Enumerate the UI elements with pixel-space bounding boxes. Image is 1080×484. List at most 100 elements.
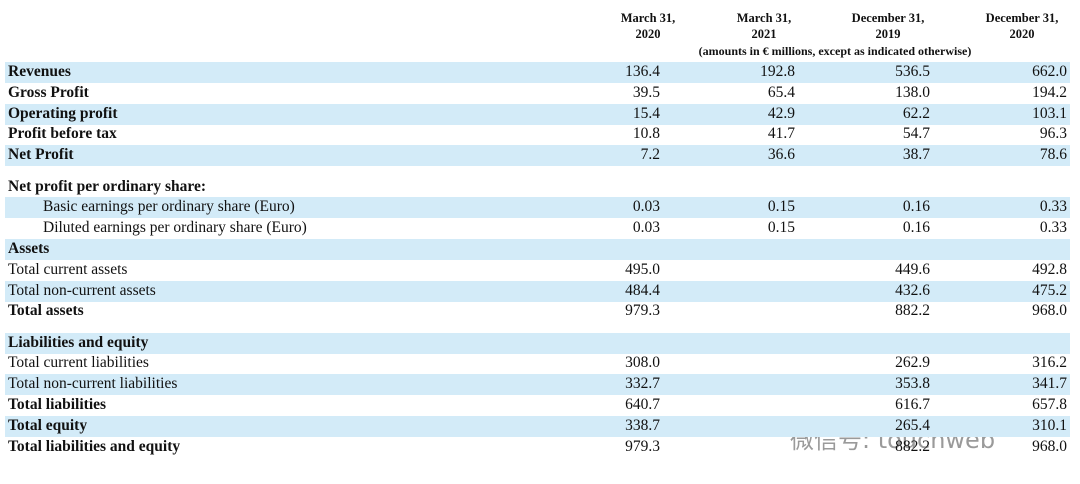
row-label: Total non-current assets	[8, 281, 156, 299]
row-label: Total assets	[8, 302, 84, 320]
cell-value: 449.6	[895, 260, 930, 278]
cell-value: 0.15	[767, 219, 795, 237]
cell-value: 308.0	[625, 354, 660, 372]
cell-value: 96.3	[1039, 125, 1067, 143]
row-label: Diluted earnings per ordinary share (Eur…	[43, 219, 307, 237]
table-row: Total liabilities and equity 979.3 882.2 96…	[5, 437, 1070, 458]
cell-value: 338.7	[625, 416, 660, 434]
cell-value: 353.8	[895, 375, 930, 393]
cell-value: 662.0	[1032, 63, 1067, 80]
cell-value: 262.9	[895, 354, 930, 372]
table-row: Assets	[5, 238, 1070, 260]
column-header: March 31, 2021	[699, 10, 829, 42]
table-row: Net Profit 7.2 36.6 38.7 78.6	[5, 145, 1070, 167]
table-row: Basic earnings per ordinary share (Euro)…	[5, 197, 1070, 219]
row-label: Total liabilities and equity	[8, 437, 181, 455]
cell-value: 495.0	[625, 260, 660, 278]
cell-value: 192.8	[760, 63, 795, 80]
row-label: Profit before tax	[8, 125, 117, 143]
cell-value: 36.6	[767, 146, 795, 164]
table-row: Total current assets 495.0 449.6 492.8	[5, 260, 1070, 281]
row-label: Gross Profit	[8, 83, 89, 101]
cell-value: 968.0	[1032, 437, 1067, 455]
cell-value: 310.1	[1032, 416, 1067, 434]
table-row: Total assets 979.3 882.2 968.0	[5, 301, 1070, 322]
row-label: Total current liabilities	[8, 354, 149, 372]
column-header-line: 2021	[751, 27, 777, 41]
cell-value: 78.6	[1039, 146, 1067, 164]
cell-value: 492.8	[1032, 260, 1067, 278]
cell-value: 0.15	[767, 198, 795, 216]
cell-value: 616.7	[895, 396, 930, 413]
cell-value: 0.03	[632, 219, 660, 237]
row-label: Basic earnings per ordinary share (Euro)	[43, 198, 295, 216]
table-row: Total non-current assets 484.4 432.6 475.2	[5, 280, 1070, 302]
cell-value: 432.6	[895, 281, 930, 299]
column-header: December 31, 2020	[957, 10, 1080, 42]
row-label: Total current assets	[8, 260, 128, 278]
cell-value: 979.3	[625, 302, 660, 320]
cell-value: 42.9	[767, 104, 795, 122]
row-label: Total equity	[8, 416, 88, 434]
column-header-line: March 31,	[736, 11, 792, 25]
cell-value: 341.7	[1032, 375, 1067, 393]
table-row: Net profit per ordinary share:	[5, 177, 1070, 198]
cell-value: 657.8	[1032, 396, 1067, 413]
table-row: Liabilities and equity	[5, 332, 1070, 354]
cell-value: 265.4	[895, 416, 930, 434]
cell-value: 10.8	[632, 125, 660, 143]
cell-value: 15.4	[632, 104, 660, 122]
table-row: Total non-current liabilities 332.7 353.8 3…	[5, 374, 1070, 396]
table-row: Gross Profit 39.5 65.4 138.0 194.2	[5, 83, 1070, 104]
cell-value: 65.4	[767, 83, 795, 101]
row-label: Assets	[8, 239, 50, 257]
table-row: Total liabilities 640.7 616.7 657.8	[5, 395, 1070, 416]
row-label: Net profit per ordinary share:	[8, 177, 207, 195]
cell-value: 979.3	[625, 437, 660, 455]
cell-value: 968.0	[1032, 302, 1067, 320]
table-row: Revenues 136.4 192.8 536.5 662.0	[5, 62, 1070, 83]
cell-value: 536.5	[895, 63, 930, 80]
column-header-line: 2020	[1009, 27, 1035, 41]
table-row: Profit before tax 10.8 41.7 54.7 96.3	[5, 124, 1070, 145]
cell-value: 62.2	[902, 104, 930, 122]
column-header-line: March 31,	[620, 11, 676, 25]
cell-value: 0.16	[902, 198, 930, 216]
column-header: December 31, 2019	[823, 10, 953, 42]
cell-value: 41.7	[767, 125, 795, 143]
column-header: March 31, 2020	[583, 10, 713, 42]
cell-value: 39.5	[632, 83, 660, 101]
cell-value: 54.7	[902, 125, 930, 143]
cell-value: 332.7	[625, 375, 660, 393]
cell-value: 0.16	[902, 219, 930, 237]
cell-value: 0.33	[1039, 219, 1067, 237]
column-header-line: December 31,	[985, 11, 1059, 25]
cell-value: 194.2	[1032, 83, 1067, 101]
table-row: Diluted earnings per ordinary share (Eur…	[5, 218, 1070, 239]
row-label: Net Profit	[8, 146, 74, 164]
cell-value: 0.03	[632, 198, 660, 216]
cell-value: 484.4	[625, 281, 660, 299]
column-header-line: 2020	[635, 27, 661, 41]
table-row: Total current liabilities 308.0 262.9 316.2	[5, 353, 1070, 374]
cell-value: 316.2	[1032, 354, 1067, 372]
cell-value: 640.7	[625, 396, 660, 413]
cell-value: 138.0	[895, 83, 930, 101]
row-label: Revenues	[8, 63, 71, 80]
row-label: Total non-current liabilities	[8, 375, 178, 393]
cell-value: 103.1	[1032, 104, 1067, 122]
table-row: Total equity 338.7 265.4 310.1	[5, 415, 1070, 437]
table-note: (amounts in € millions, except as indica…	[698, 44, 972, 58]
cell-value: 475.2	[1032, 281, 1067, 299]
column-header-line: 2019	[875, 27, 901, 41]
cell-value: 7.2	[640, 146, 660, 164]
cell-value: 38.7	[902, 146, 930, 164]
cell-value: 882.2	[895, 437, 930, 455]
column-header-line: December 31,	[851, 11, 925, 25]
cell-value: 0.33	[1039, 198, 1067, 216]
table-row: Operating profit 15.4 42.9 62.2 103.1	[5, 103, 1070, 125]
row-label: Operating profit	[8, 104, 118, 122]
cell-value: 136.4	[625, 63, 660, 80]
cell-value: 882.2	[895, 302, 930, 320]
